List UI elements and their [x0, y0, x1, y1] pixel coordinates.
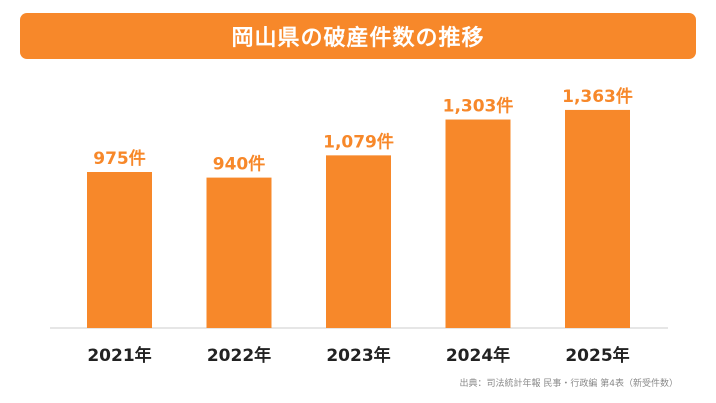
x-tick-label-3: 2023年 — [326, 345, 390, 366]
data-label-1: 975件 — [93, 148, 146, 169]
x-tick-label-4: 2024年 — [446, 345, 510, 366]
bars-layer — [87, 109, 630, 329]
data-label-4: 1,303件 — [443, 96, 514, 117]
bar-4 — [445, 119, 511, 329]
bar-5 — [565, 109, 630, 328]
data-labels-layer: 975件 940件 1,079件 1,303件 1,363件 — [93, 86, 633, 175]
bar-1 — [87, 172, 152, 328]
x-tick-label-1: 2021年 — [87, 345, 151, 366]
data-label-5: 1,363件 — [562, 86, 633, 107]
chart-title: 岡山県の破産件数の推移 — [231, 26, 485, 51]
data-label-2: 940件 — [213, 154, 266, 175]
title-banner: 岡山県の破産件数の推移 — [20, 13, 696, 59]
x-tick-label-2: 2022年 — [207, 345, 271, 366]
bar-3 — [326, 155, 391, 328]
x-tick-label-5: 2025年 — [565, 345, 629, 366]
data-label-3: 1,079件 — [323, 131, 394, 152]
source-note: 出典：司法統計年報 民事・行政編 第4表（新受件数） — [459, 379, 678, 389]
bar-2 — [206, 177, 272, 328]
x-tick-labels-layer: 2021年 2022年 2023年 2024年 2025年 — [87, 345, 629, 366]
